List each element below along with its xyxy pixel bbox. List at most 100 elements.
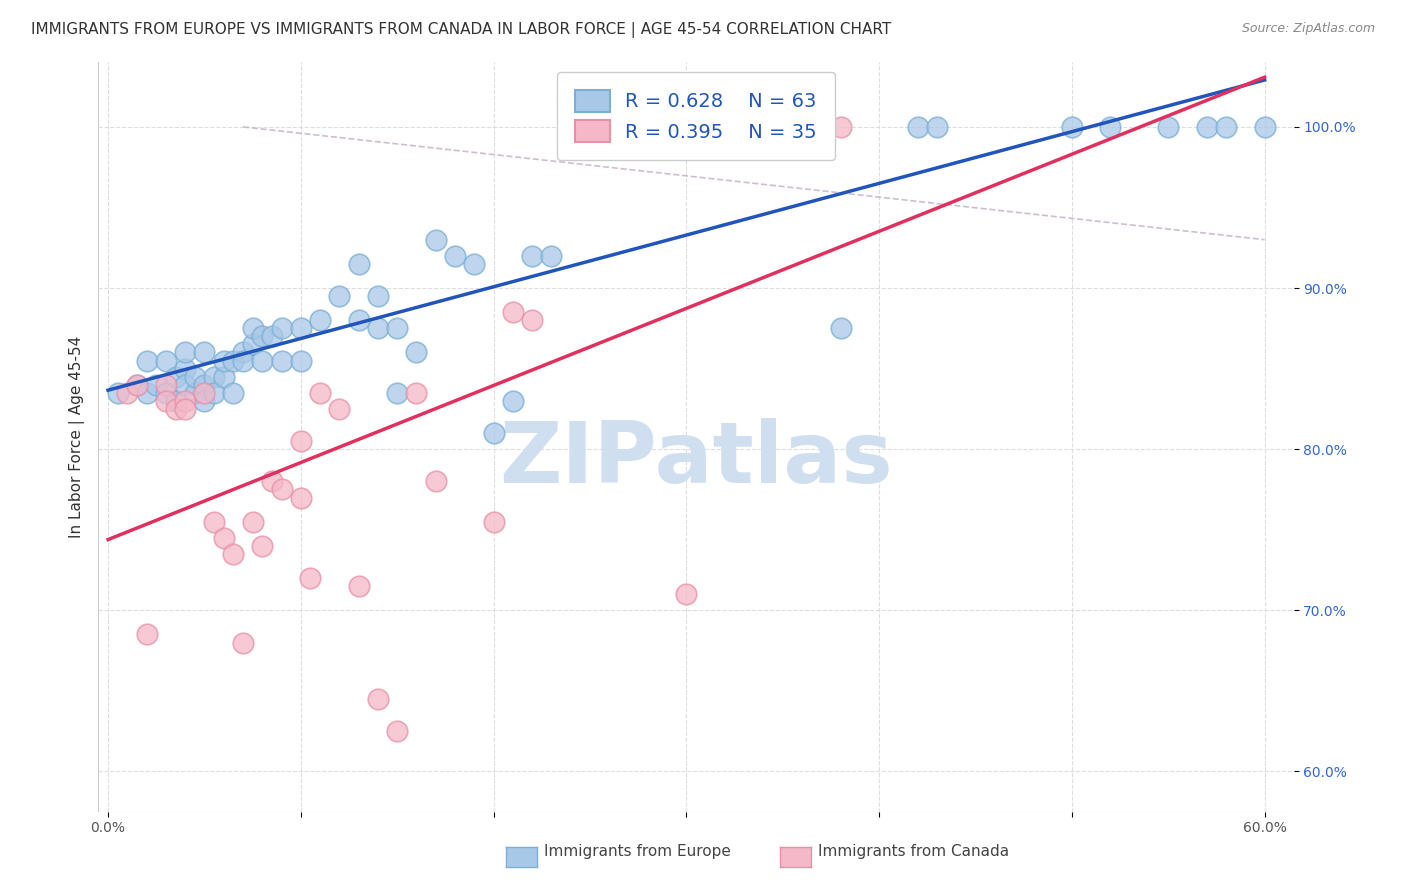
Point bbox=[520, 249, 543, 263]
Point bbox=[232, 353, 254, 368]
Point bbox=[830, 120, 852, 134]
Point bbox=[598, 120, 620, 134]
Point bbox=[290, 491, 312, 505]
Point bbox=[463, 257, 485, 271]
Point bbox=[502, 393, 524, 408]
Point bbox=[193, 385, 215, 400]
Point bbox=[155, 353, 177, 368]
Point bbox=[1060, 120, 1083, 134]
Point bbox=[328, 401, 350, 416]
Point bbox=[165, 393, 187, 408]
Point bbox=[212, 531, 235, 545]
Text: IMMIGRANTS FROM EUROPE VS IMMIGRANTS FROM CANADA IN LABOR FORCE | AGE 45-54 CORR: IMMIGRANTS FROM EUROPE VS IMMIGRANTS FRO… bbox=[31, 22, 891, 38]
Point bbox=[385, 724, 409, 739]
Point bbox=[907, 120, 929, 134]
Point bbox=[1253, 120, 1275, 134]
Point bbox=[107, 385, 129, 400]
Point bbox=[772, 120, 794, 134]
Point bbox=[252, 539, 274, 553]
Point bbox=[165, 369, 187, 384]
Point bbox=[482, 425, 505, 440]
Point bbox=[155, 385, 177, 400]
Point bbox=[202, 515, 225, 529]
Point bbox=[145, 377, 167, 392]
Point bbox=[347, 257, 370, 271]
Point bbox=[830, 321, 852, 335]
Point bbox=[367, 321, 389, 335]
Point bbox=[184, 369, 207, 384]
Point bbox=[367, 289, 389, 303]
Point bbox=[502, 305, 524, 319]
Point bbox=[135, 627, 157, 641]
Point bbox=[560, 120, 582, 134]
Point bbox=[260, 329, 283, 343]
Point bbox=[405, 385, 427, 400]
Point bbox=[1215, 120, 1237, 134]
Point bbox=[299, 571, 322, 585]
Point bbox=[242, 321, 264, 335]
Point bbox=[328, 289, 350, 303]
Point bbox=[174, 361, 197, 376]
Point bbox=[347, 313, 370, 327]
Point bbox=[252, 353, 274, 368]
Point bbox=[202, 385, 225, 400]
Text: Source: ZipAtlas.com: Source: ZipAtlas.com bbox=[1241, 22, 1375, 36]
Point bbox=[675, 120, 697, 134]
Point bbox=[290, 353, 312, 368]
Point bbox=[309, 313, 332, 327]
Point bbox=[405, 345, 427, 359]
Point bbox=[675, 587, 697, 601]
Point bbox=[174, 401, 197, 416]
Point bbox=[444, 249, 467, 263]
Point bbox=[212, 353, 235, 368]
Point bbox=[174, 393, 197, 408]
Point bbox=[222, 353, 245, 368]
Point bbox=[117, 385, 139, 400]
Text: Immigrants from Europe: Immigrants from Europe bbox=[544, 845, 731, 859]
Point bbox=[242, 337, 264, 351]
Point bbox=[135, 385, 157, 400]
Point bbox=[290, 321, 312, 335]
Point bbox=[202, 369, 225, 384]
Y-axis label: In Labor Force | Age 45-54: In Labor Force | Age 45-54 bbox=[69, 336, 84, 538]
Point bbox=[385, 321, 409, 335]
Point bbox=[579, 120, 602, 134]
Point bbox=[347, 579, 370, 593]
Point bbox=[125, 377, 148, 392]
Legend: R = 0.628    N = 63, R = 0.395    N = 35: R = 0.628 N = 63, R = 0.395 N = 35 bbox=[557, 72, 835, 160]
Point bbox=[174, 377, 197, 392]
Point bbox=[1195, 120, 1218, 134]
Point bbox=[222, 547, 245, 561]
Point bbox=[232, 635, 254, 649]
Point bbox=[270, 321, 292, 335]
Point bbox=[367, 692, 389, 706]
Point bbox=[540, 249, 562, 263]
Point bbox=[135, 353, 157, 368]
Point bbox=[1099, 120, 1122, 134]
Point bbox=[385, 385, 409, 400]
Point bbox=[174, 345, 197, 359]
Text: ZIPatlas: ZIPatlas bbox=[499, 418, 893, 501]
Point bbox=[232, 345, 254, 359]
Point bbox=[184, 385, 207, 400]
Point bbox=[193, 393, 215, 408]
Point bbox=[290, 434, 312, 449]
Point bbox=[155, 377, 177, 392]
Point bbox=[165, 401, 187, 416]
Point bbox=[579, 120, 602, 134]
Point bbox=[222, 385, 245, 400]
Point bbox=[155, 393, 177, 408]
Point bbox=[270, 353, 292, 368]
Point bbox=[193, 377, 215, 392]
Point bbox=[193, 345, 215, 359]
Point bbox=[242, 515, 264, 529]
Point bbox=[425, 233, 447, 247]
Point bbox=[125, 377, 148, 392]
Text: Immigrants from Canada: Immigrants from Canada bbox=[818, 845, 1010, 859]
Point bbox=[482, 515, 505, 529]
Point bbox=[425, 475, 447, 489]
Point bbox=[252, 329, 274, 343]
Point bbox=[260, 475, 283, 489]
Point bbox=[520, 313, 543, 327]
Point bbox=[598, 120, 620, 134]
